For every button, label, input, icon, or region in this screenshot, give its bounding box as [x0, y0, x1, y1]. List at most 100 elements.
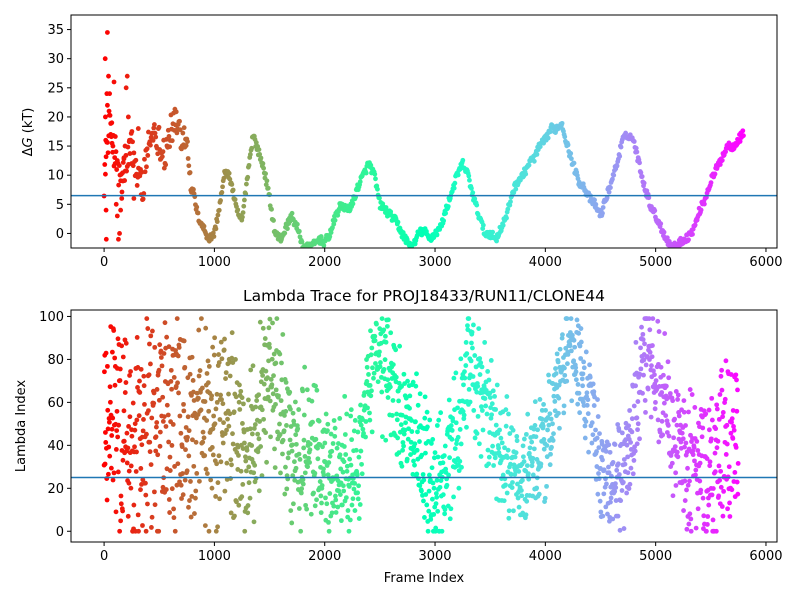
lambda-point — [103, 430, 108, 435]
lambda-point — [329, 510, 335, 516]
lambda-point — [363, 419, 369, 424]
lambda-point — [525, 411, 531, 417]
lambda-point — [505, 455, 510, 461]
lambda-point — [242, 528, 248, 534]
lambda-point — [594, 435, 600, 441]
delta-g-point — [107, 91, 113, 97]
lambda-point — [337, 416, 343, 421]
delta-g-point — [159, 154, 165, 160]
lambda-point — [401, 443, 406, 449]
lambda-point — [245, 510, 251, 516]
lambda-point — [289, 520, 295, 526]
lambda-point — [564, 316, 570, 321]
lambda-point — [146, 408, 151, 414]
lambda-point — [136, 528, 141, 534]
lambda-point — [361, 430, 366, 436]
delta-g-point — [134, 183, 140, 188]
lambda-point — [523, 431, 529, 437]
lambda-point — [691, 444, 697, 450]
lambda-point — [240, 421, 245, 426]
lambda-point — [459, 464, 464, 470]
lambda-point — [549, 444, 554, 450]
lambda-point — [729, 416, 735, 422]
lambda-point — [170, 422, 176, 427]
lambda-point — [427, 472, 432, 478]
lambda-point — [311, 490, 316, 496]
lambda-point — [178, 482, 184, 488]
lambda-point — [312, 470, 318, 476]
lambda-point — [475, 413, 481, 419]
delta-g-point — [185, 139, 190, 145]
lambda-point — [250, 363, 256, 369]
lambda-point — [171, 374, 177, 380]
lambda-point — [321, 472, 327, 478]
delta-g-point — [571, 160, 577, 166]
lambda-point — [492, 394, 497, 399]
lambda-point — [650, 316, 656, 321]
lambda-point — [433, 501, 439, 507]
lambda-point — [160, 394, 166, 400]
lambda-point — [187, 371, 193, 377]
lambda-point — [168, 367, 174, 373]
lambda-point — [401, 371, 407, 377]
lambda-point — [655, 318, 661, 324]
lambda-point — [224, 427, 229, 433]
lambda-point — [503, 423, 509, 429]
lambda-point — [145, 326, 151, 331]
lambda-point — [180, 471, 185, 476]
lambda-point — [310, 419, 315, 425]
lambda-point — [268, 377, 274, 382]
lambda-point — [332, 425, 338, 431]
lambda-point — [134, 417, 140, 423]
lambda-point — [220, 401, 226, 407]
lambda-point — [103, 350, 109, 356]
delta-g-point — [445, 204, 451, 209]
lambda-point — [698, 487, 704, 493]
lambda-point — [212, 335, 218, 341]
delta-g-point — [373, 176, 378, 182]
lambda-point — [398, 422, 404, 428]
delta-g-point — [213, 226, 219, 232]
lambda-point — [506, 411, 511, 417]
delta-g-point — [372, 171, 378, 177]
lambda-point — [126, 468, 132, 474]
lambda-point — [113, 446, 119, 452]
lambda-point — [440, 492, 446, 498]
lambda-point — [619, 488, 625, 493]
lambda-point — [156, 528, 162, 534]
lambda-point — [499, 440, 505, 446]
lambda-point — [137, 378, 142, 384]
lambda-point — [269, 356, 275, 362]
lambda-point — [344, 411, 350, 417]
lambda-point — [725, 506, 730, 512]
lambda-point — [520, 454, 526, 460]
lambda-point — [189, 494, 195, 499]
delta-g-point — [592, 197, 597, 203]
delta-g-point — [122, 178, 128, 183]
lambda-point — [302, 470, 308, 476]
lambda-point — [688, 528, 694, 534]
lambda-point — [167, 454, 173, 460]
lambda-point — [132, 444, 137, 450]
lambda-point — [488, 405, 494, 411]
lambda-point — [388, 330, 394, 336]
delta-g-point — [109, 140, 115, 146]
lambda-trace-points — [101, 316, 741, 534]
lambda-point — [166, 344, 172, 350]
lambda-point — [218, 392, 223, 398]
lambda-point — [567, 343, 573, 349]
delta-g-x-tick-label: 0 — [100, 255, 108, 270]
lambda-point — [175, 461, 181, 467]
lambda-point — [417, 439, 422, 444]
lambda-point — [690, 448, 696, 454]
lambda-point — [411, 458, 416, 464]
lambda-point — [375, 379, 381, 385]
delta-g-point — [120, 160, 126, 165]
lambda-point — [722, 396, 728, 402]
delta-g-point — [318, 234, 324, 239]
lambda-point — [273, 387, 279, 393]
lambda-point — [111, 328, 117, 333]
delta-g-point — [253, 140, 259, 145]
lambda-point — [368, 328, 373, 334]
delta-g-point — [130, 163, 136, 169]
